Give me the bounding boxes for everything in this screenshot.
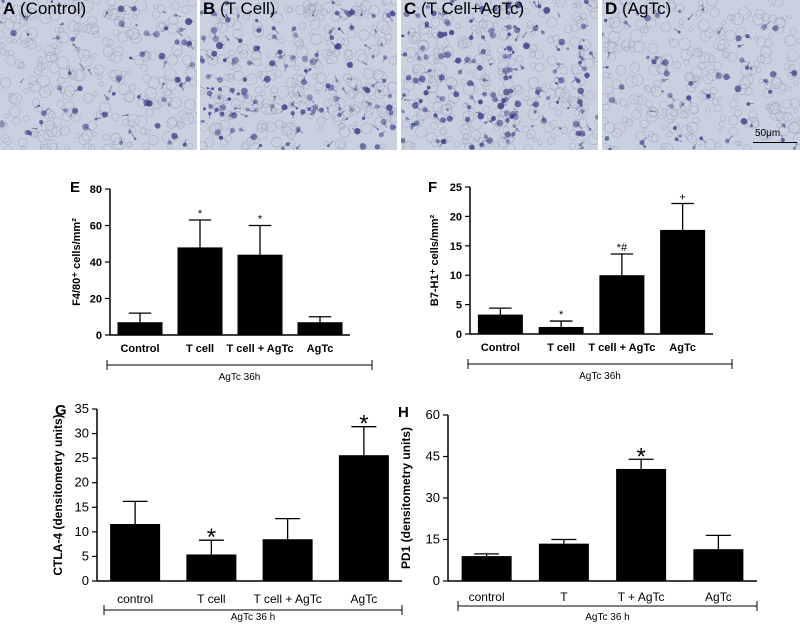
bar [297,322,343,335]
micrograph-c: C (T Cell+AgTc) [401,0,598,150]
significance-marker: * [207,524,216,551]
category-label: T cell + AgTc [588,342,655,354]
y-axis-label: F4/80⁺ cells/mm² [71,218,83,306]
y-tick-label: 60 [426,407,440,422]
category-label: control [117,592,153,606]
micrograph-a-image [0,0,197,150]
bar [110,523,161,581]
group-label: AgTc 36 h [231,612,275,623]
scale-bar [753,142,797,143]
y-tick-label: 60 [90,221,102,233]
bar [660,229,706,334]
bar [477,314,523,334]
micrograph-a: A (Control) [0,0,197,150]
category-label: T + AgTc [618,590,665,604]
y-tick-label: 20 [75,475,89,490]
bar [538,326,584,334]
bar [599,275,645,334]
significance-marker: + [679,191,685,203]
micrograph-d-label: D (AgTc) [605,0,672,18]
y-tick-label: 20 [90,294,102,306]
micrograph-d: D (AgTc) 50μm [602,0,800,150]
y-tick-label: 0 [96,330,102,342]
category-label: control [469,590,505,604]
group-label: AgTc 36h [219,372,261,383]
category-label: AgTc [669,342,696,354]
bar [538,543,589,581]
y-tick-label: 0 [433,573,440,588]
y-tick-label: 0 [456,329,462,341]
category-label: Control [481,342,520,354]
bar [461,556,512,581]
y-tick-label: 25 [75,450,89,465]
significance-marker: * [559,309,564,321]
significance-marker: *# [617,242,628,254]
micrograph-c-label: C (T Cell+AgTc) [404,0,525,18]
chart-h: H 0 15 30 45 60 PD1 (densitometry units) contro… [398,404,758,623]
panel-label: F [428,179,437,196]
micrograph-b: B (T Cell) [200,0,397,150]
y-tick-label: 10 [450,270,462,282]
group-label: AgTc 36h [579,371,621,382]
y-tick-label: 15 [450,241,462,253]
category-label: T cell + AgTc [254,592,322,606]
category-label: AgTc [351,592,378,606]
significance-marker: * [359,411,368,438]
category-label: AgTc [307,343,334,355]
micrograph-b-label: B (T Cell) [203,0,276,18]
category-label: AgTc [705,590,732,604]
y-axis-label: CTLA-4 (densitometry units) [51,414,65,575]
chart-e: E 0 20 40 60 80 F4/80⁺ cells/mm² Control * T cell… [70,179,373,383]
y-tick-label: 30 [426,490,440,505]
category-label: T cell [197,592,225,606]
micrograph-d-image [602,0,800,150]
bar [338,455,389,581]
y-tick-label: 35 [75,401,89,416]
y-axis-label: PD1 (densitometry units) [399,427,413,569]
bar [693,549,744,581]
significance-marker: * [636,443,645,470]
y-tick-label: 30 [75,426,89,441]
panel-label: E [70,179,80,196]
bar [117,322,163,335]
micrograph-a-label: A (Control) [3,0,87,18]
y-axis-label: B7-H1⁺ cells/mm² [429,214,441,306]
panel-label: G [55,402,67,419]
significance-marker: * [258,214,263,226]
chart-f: F 0 5 10 15 20 25 B7-H1⁺ cells/mm² Control * T cel… [428,179,733,382]
category-label: T cell + AgTc [227,343,294,355]
y-tick-label: 80 [90,184,102,196]
panel-label: H [398,404,409,421]
chart-g: G 0 5 10 15 20 25 30 35 CTLA-4 (densitometry unit… [51,401,403,623]
category-label: T [560,590,568,604]
y-tick-label: 45 [426,449,440,464]
y-tick-label: 0 [82,573,89,588]
category-label: Control [120,343,159,355]
y-tick-label: 25 [450,182,462,194]
scale-bar-label: 50μm [755,128,781,139]
significance-marker: * [198,208,203,220]
y-tick-label: 5 [456,300,462,312]
y-tick-label: 15 [75,499,89,514]
bar [186,554,237,581]
bar [237,254,283,335]
y-tick-label: 5 [82,548,89,563]
bar [616,468,667,581]
group-label: AgTc 36 h [585,612,629,623]
category-label: T cell [547,342,575,354]
y-tick-label: 40 [90,257,102,269]
category-label: T cell [186,343,214,355]
bar [262,539,313,581]
micrograph-c-image [401,0,598,150]
y-tick-label: 15 [426,532,440,547]
y-tick-label: 10 [75,524,89,539]
micrograph-b-image [200,0,397,150]
bar [177,247,223,335]
y-tick-label: 20 [450,211,462,223]
